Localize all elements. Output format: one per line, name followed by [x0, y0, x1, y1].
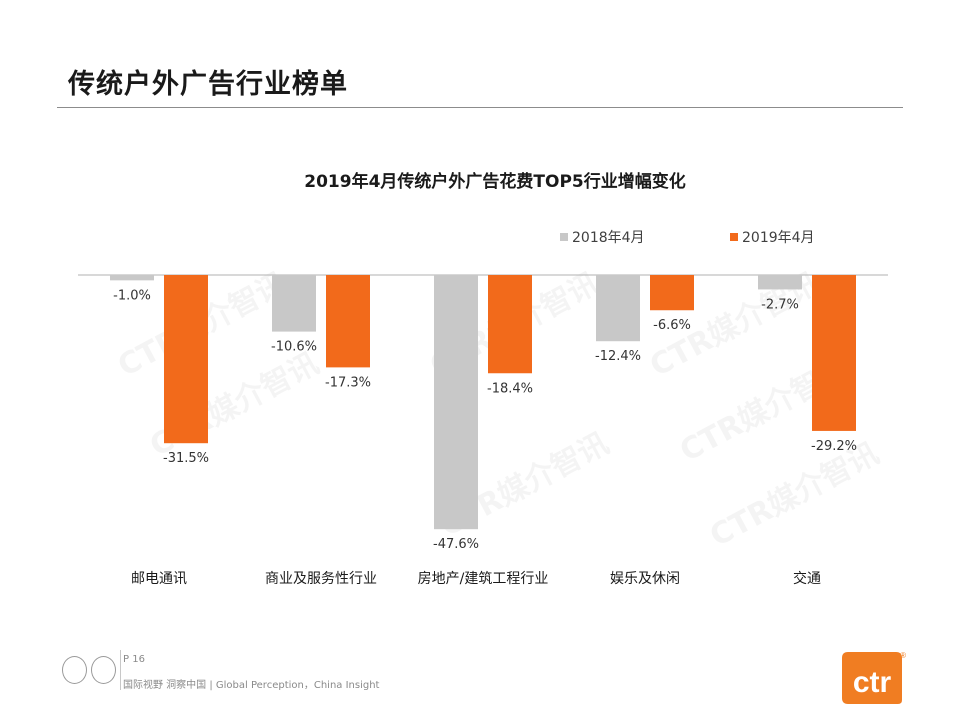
value-label: -1.0% [113, 288, 151, 303]
legend-label: 2019年4月 [742, 230, 815, 246]
chart-title: 2019年4月传统户外广告花费TOP5行业增幅变化 [304, 171, 685, 192]
certification-logos [62, 656, 116, 686]
footer-slogan: 国际视野 洞察中国 | Global Perception，China Insi… [123, 680, 380, 691]
ukas-cert-icon [91, 656, 116, 684]
bar-2019-1 [326, 275, 370, 368]
value-label: -29.2% [811, 439, 857, 454]
page-number: P 16 [123, 654, 145, 665]
category-labels-group: 邮电通讯 商业及服务性行业 房地产/建筑工程行业 娱乐及休闲 交通 [131, 570, 821, 587]
legend: 2018年4月 2019年4月 [560, 230, 815, 246]
bar-2019-0 [164, 275, 208, 444]
bar-2018-3 [596, 275, 640, 342]
value-label: -47.6% [433, 537, 479, 552]
bar-2018-4 [758, 275, 802, 290]
value-label: -18.4% [487, 381, 533, 396]
value-label: -12.4% [595, 349, 641, 364]
category-label: 交通 [793, 570, 821, 587]
legend-swatch [730, 233, 738, 241]
bar-2019-2 [488, 275, 532, 374]
ctr-logo-icon: ctr ® [842, 651, 906, 704]
value-label: -10.6% [271, 340, 317, 355]
category-label: 邮电通讯 [131, 571, 187, 587]
value-label: -31.5% [163, 451, 209, 466]
bars-group [110, 275, 856, 530]
bar-2019-3 [650, 275, 694, 311]
value-label: -17.3% [325, 375, 371, 390]
sgs-cert-icon [62, 656, 87, 684]
bar-2018-0 [110, 275, 154, 281]
bar-2018-2 [434, 275, 478, 530]
category-label: 商业及服务性行业 [265, 571, 377, 587]
bar-2019-4 [812, 275, 856, 431]
value-label: -2.7% [761, 297, 799, 312]
bar-2018-1 [272, 275, 316, 332]
svg-text:ctr: ctr [853, 666, 892, 699]
legend-swatch [560, 233, 568, 241]
category-label: 房地产/建筑工程行业 [418, 571, 549, 587]
value-label: -6.6% [653, 318, 691, 333]
value-labels-group: -1.0% -31.5% -10.6% -17.3% -47.6% -18.4% -12.4… [113, 288, 857, 552]
footer-divider [120, 650, 121, 690]
title-divider [57, 107, 903, 108]
legend-label: 2018年4月 [572, 230, 645, 246]
svg-text:®: ® [900, 651, 906, 660]
category-label: 娱乐及休闲 [610, 571, 680, 587]
page-title: 传统户外广告行业榜单 [68, 69, 348, 100]
